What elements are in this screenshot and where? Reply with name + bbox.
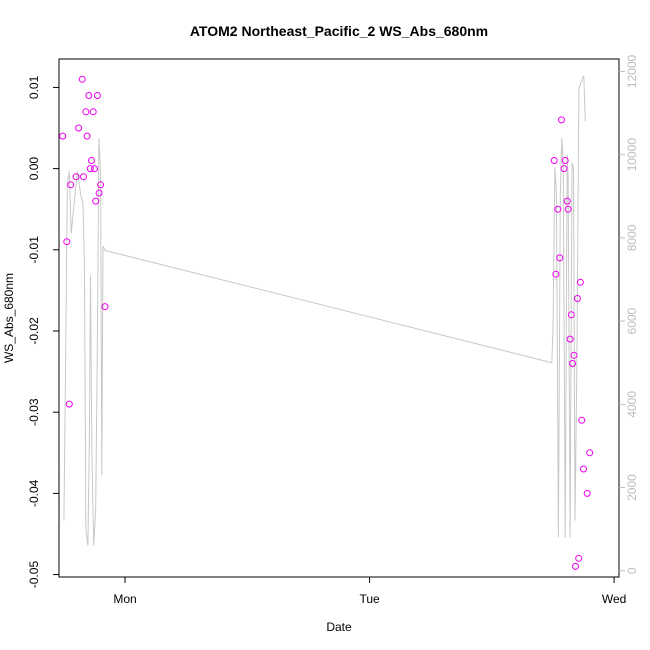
left-axis-scatter-series [59,75,594,570]
data-point [567,311,575,319]
data-point [580,465,587,473]
data-point [92,197,100,205]
data-point [89,108,97,116]
data-point [552,270,560,278]
data-point [558,116,565,124]
y-tick-label: -0.03 [27,398,41,426]
data-point [93,92,101,99]
data-point [573,295,581,302]
data-point [65,400,73,408]
x-tick-label: Wed [602,592,626,606]
y-tick-label: -0.01 [27,236,41,264]
x-tick-label: Mon [113,592,136,606]
data-point [95,189,103,197]
series-line [63,75,586,546]
data-point [82,108,90,116]
y2-tick-label: 8000 [625,224,639,251]
y2-tick-label: 10000 [625,138,639,172]
y-tick-label: 0.01 [27,75,41,99]
data-point [563,197,571,205]
y-axis-label: WS_Abs_680nm [2,273,16,363]
x-axis-label: Date [326,620,352,634]
data-point [78,75,86,83]
data-point [569,360,576,367]
data-point [586,449,594,457]
data-point [564,205,572,213]
data-point [97,181,105,189]
right-axis-line-series [63,75,586,546]
y-tick-label: -0.02 [27,317,41,345]
y2-tick-label: 6000 [625,307,639,334]
y2-tick-label: 2000 [625,474,639,501]
data-point [75,124,83,132]
data-point [570,351,578,359]
data-point [59,132,67,140]
y-tick-label: -0.04 [27,479,41,507]
data-point [556,254,564,262]
y2-tick-label: 0 [625,567,639,574]
y-axis-left: 0.01 0.00 -0.01 -0.02 -0.03 -0.04 -0.05 [27,75,59,588]
data-point [80,173,87,181]
data-point [101,303,109,311]
data-point [91,165,98,173]
chart-title: ATOM2 Northeast_Pacific_2 WS_Abs_680nm [190,23,488,39]
data-point [83,132,91,140]
data-point [583,489,591,497]
data-point [86,165,94,173]
plot-area-border [58,58,620,578]
data-point [554,205,562,213]
y2-tick-label: 12000 [625,54,639,88]
y-tick-label: -0.05 [27,561,41,589]
data-point [550,157,558,164]
data-point [566,335,574,343]
y-axis-right: 0 2000 4000 6000 8000 10000 12000 [619,54,639,574]
data-point [578,416,586,424]
data-point [561,157,569,164]
y-tick-label: 0.00 [27,157,41,181]
data-point [85,92,93,99]
x-axis: Mon Tue Wed [113,577,626,606]
data-point [576,278,584,286]
x-tick-label: Tue [359,592,380,606]
data-point [560,165,568,173]
data-point [88,157,95,164]
y2-tick-label: 4000 [625,391,639,418]
data-point [63,238,71,246]
data-point [72,173,80,181]
data-point [572,562,579,570]
data-point [67,181,75,189]
data-point [575,554,583,562]
